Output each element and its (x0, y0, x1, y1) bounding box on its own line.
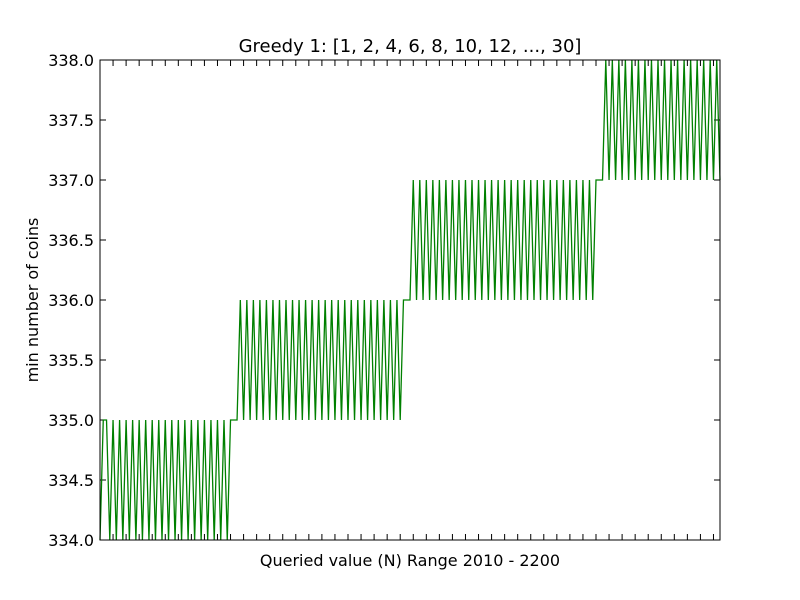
series-layer (99, 59, 721, 541)
y-tick-label: 337.0 (48, 171, 94, 190)
series-line (99, 59, 721, 541)
y-tick-label: 336.0 (48, 291, 94, 310)
y-axis-label: min number of coins (23, 218, 42, 383)
y-tick-label: 334.0 (48, 531, 94, 550)
y-ticks: 334.0 334.5 335.0 335.5 336.0 336.5 337.0 337.5… (48, 51, 720, 550)
y-tick-label: 335.5 (48, 351, 94, 370)
plot-frame (99, 59, 721, 541)
y-tick-label: 337.5 (48, 111, 94, 130)
chart-title: Greedy 1: [1, 2, 4, 6, 8, 10, 12, ..., 3… (239, 36, 582, 57)
y-tick-label: 336.5 (48, 231, 94, 250)
y-tick-label: 335.0 (48, 411, 94, 430)
x-axis-label: Queried value (N) Range 2010 - 2200 (260, 551, 560, 570)
x-ticks (99, 60, 714, 540)
plot-area: 334.0 334.5 335.0 335.5 336.0 336.5 337.0 337.5… (48, 51, 721, 550)
y-tick-label: 338.0 (48, 51, 94, 70)
y-tick-label: 334.5 (48, 471, 94, 490)
